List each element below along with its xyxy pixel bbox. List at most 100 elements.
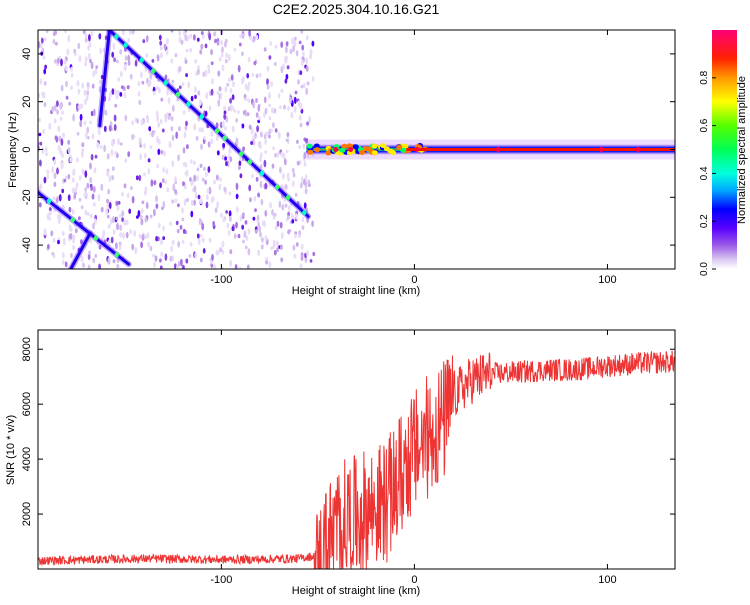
noise-speckle <box>189 242 193 247</box>
noise-speckle <box>63 178 67 183</box>
noise-speckle <box>47 243 50 250</box>
trace-peak <box>114 34 119 40</box>
noise-speckle <box>185 258 189 264</box>
figure-title: C2E2.2025.304.10.16.G21 <box>273 1 440 17</box>
noise-speckle <box>56 109 59 115</box>
noise-speckle <box>194 59 198 64</box>
noise-speckle <box>62 238 66 246</box>
noise-speckle <box>213 31 217 37</box>
noise-speckle <box>189 177 192 182</box>
noise-speckle <box>42 128 46 135</box>
noise-speckle <box>159 40 163 46</box>
noise-speckle <box>133 230 137 237</box>
noise-speckle <box>147 241 151 248</box>
noise-speckle <box>295 50 299 57</box>
noise-speckle <box>146 116 150 124</box>
noise-speckle <box>287 205 291 212</box>
noise-speckle <box>223 186 227 192</box>
noise-speckle <box>131 243 135 251</box>
noise-speckle <box>276 152 280 158</box>
noise-speckle <box>220 212 223 218</box>
noise-speckle <box>178 36 182 44</box>
noise-speckle <box>235 118 239 123</box>
noise-speckle <box>274 153 277 158</box>
noise-speckle <box>160 149 164 155</box>
noise-speckle <box>255 177 259 182</box>
noise-speckle <box>159 119 163 124</box>
direct-signal-blob <box>307 149 314 155</box>
noise-speckle <box>70 85 73 90</box>
noise-speckle <box>108 239 111 246</box>
trace-peak <box>239 151 244 157</box>
noise-speckle <box>57 217 61 225</box>
noise-speckle <box>167 97 171 104</box>
noise-speckle <box>178 65 182 73</box>
noise-speckle <box>297 79 300 85</box>
noise-speckle <box>150 179 154 187</box>
noise-speckle <box>83 89 87 96</box>
noise-speckle <box>176 229 180 234</box>
noise-speckle <box>83 120 87 126</box>
noise-speckle <box>108 125 112 132</box>
noise-speckle <box>231 94 235 101</box>
noise-speckle <box>92 257 96 264</box>
trace-peak <box>259 170 265 176</box>
noise-speckle <box>80 103 84 109</box>
noise-speckle <box>123 219 127 226</box>
noise-speckle <box>231 106 235 111</box>
noise-speckle <box>58 147 62 154</box>
noise-speckle <box>208 32 212 41</box>
noise-speckle <box>185 73 189 78</box>
doppler-trace <box>69 231 92 269</box>
noise-speckle <box>71 187 75 194</box>
noise-speckle <box>108 96 111 102</box>
noise-speckle <box>233 47 237 52</box>
noise-speckle <box>214 207 218 214</box>
noise-speckle <box>272 244 276 249</box>
noise-speckle <box>182 264 185 269</box>
noise-speckle <box>73 48 77 54</box>
noise-speckle <box>149 214 153 219</box>
noise-speckle <box>235 182 239 191</box>
noise-speckle <box>100 75 104 79</box>
noise-speckle <box>67 147 71 154</box>
noise-speckle <box>289 48 293 55</box>
noise-speckle <box>122 232 125 240</box>
noise-speckle <box>56 100 59 107</box>
noise-speckle <box>193 160 196 165</box>
noise-speckle <box>140 241 144 249</box>
noise-speckle <box>77 88 81 95</box>
noise-speckle <box>64 30 67 34</box>
noise-speckle <box>287 229 290 235</box>
noise-speckle <box>258 225 262 233</box>
noise-speckle <box>241 32 245 39</box>
noise-speckle <box>228 191 232 196</box>
noise-speckle <box>214 38 217 44</box>
noise-speckle <box>183 131 187 139</box>
noise-speckle <box>194 252 198 259</box>
noise-speckle <box>136 118 140 124</box>
spectrogram-y-axis-label: Frequency (Hz) <box>7 112 19 188</box>
noise-speckle <box>84 98 87 106</box>
noise-speckle <box>90 31 94 37</box>
noise-speckle <box>280 88 284 93</box>
noise-speckle <box>122 30 125 36</box>
noise-speckle <box>89 120 92 125</box>
noise-speckle <box>186 144 189 150</box>
trace-peak <box>139 57 144 63</box>
noise-speckle <box>254 229 258 234</box>
noise-speckle <box>184 59 188 64</box>
noise-speckle <box>276 220 280 227</box>
noise-speckle <box>115 94 119 100</box>
noise-speckle <box>157 138 161 145</box>
noise-speckle <box>157 222 161 229</box>
noise-speckle <box>206 188 210 194</box>
noise-speckle <box>153 130 157 134</box>
noise-speckle <box>171 134 175 141</box>
noise-speckle <box>143 143 146 149</box>
noise-speckle <box>233 109 237 113</box>
noise-speckle <box>229 215 232 222</box>
noise-speckle <box>113 57 116 63</box>
direct-signal-blob <box>371 143 378 149</box>
trace-peak <box>70 217 75 223</box>
